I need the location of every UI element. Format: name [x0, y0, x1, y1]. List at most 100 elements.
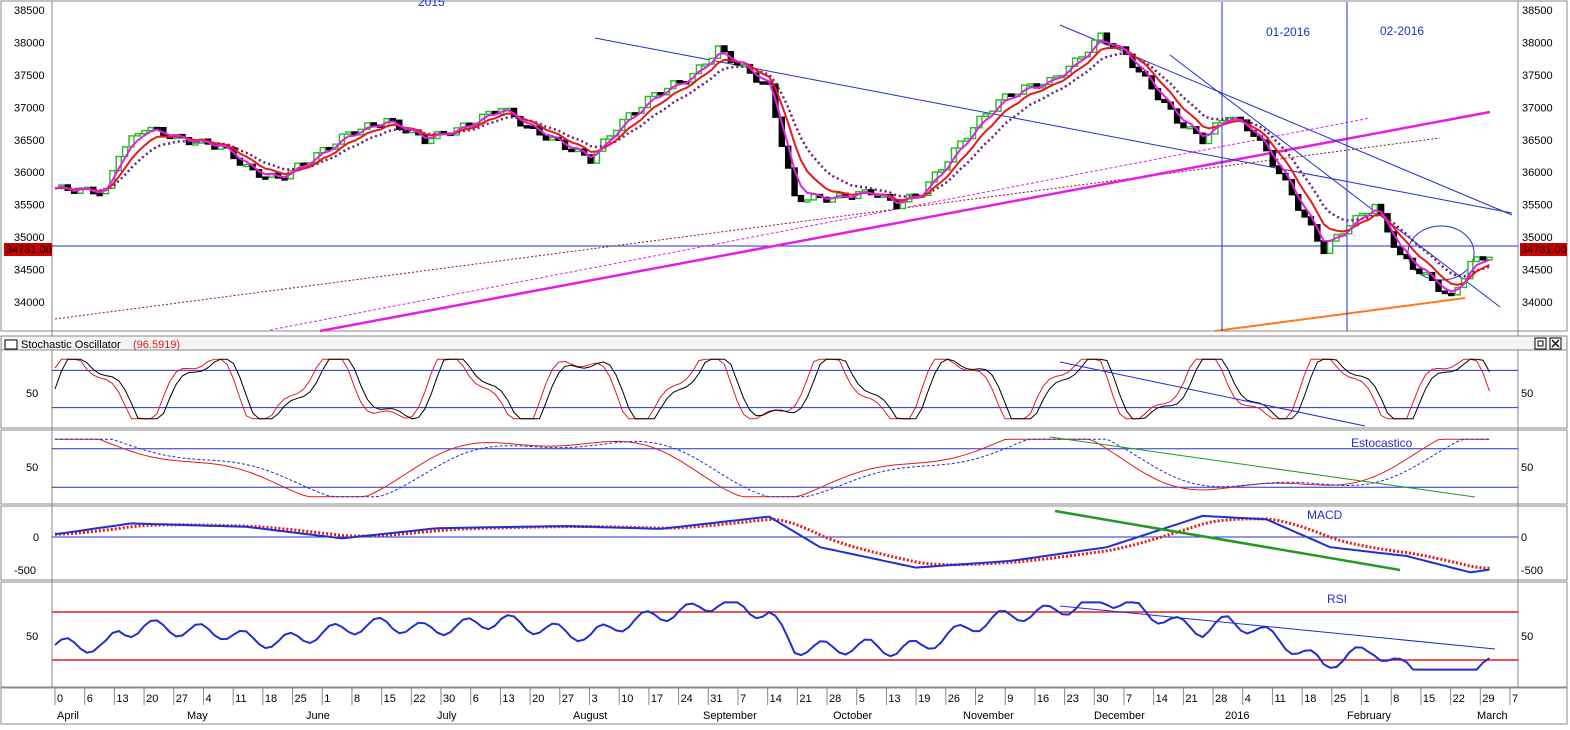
x-day-label: 22: [413, 693, 425, 705]
candle: [568, 148, 575, 153]
candle: [1078, 56, 1085, 60]
stoch1-value: (96.5919): [133, 339, 180, 351]
x-month-label: April: [57, 710, 79, 722]
price-box-left: [4, 243, 52, 256]
stoch2-panel: [0, 429, 1568, 505]
x-day-label: 11: [235, 693, 246, 705]
x-axis-panel: [0, 687, 1568, 725]
candle: [657, 92, 664, 96]
macd-line: [54, 514, 1490, 574]
estocastico-label: Estocastico: [1351, 436, 1413, 450]
candle: [957, 140, 964, 149]
candle: [1161, 98, 1168, 103]
stoch1-header: [0, 335, 1568, 351]
stoch1-layer: [52, 358, 1518, 427]
x-day-label: 21: [799, 693, 811, 705]
candle: [1416, 268, 1423, 275]
x-day-label: 20: [146, 693, 158, 705]
x-day-label: 6: [473, 693, 479, 705]
y-tick-right: 35500: [1522, 200, 1553, 212]
x-day-label: 26: [948, 693, 960, 705]
x-month-label: February: [1347, 710, 1392, 722]
candle: [1218, 119, 1225, 124]
x-day-label: 16: [1037, 693, 1049, 705]
x-day-label: 25: [295, 693, 307, 705]
candle: [651, 92, 658, 98]
rsi-line: [54, 601, 1491, 671]
candle: [721, 45, 728, 53]
candle: [1448, 292, 1455, 297]
x-day-label: 7: [740, 693, 746, 705]
y-tick-left: 38500: [14, 5, 45, 17]
x-day-label: 17: [651, 693, 663, 705]
x-day-label: 9: [1007, 693, 1013, 705]
fast-ema-line: [54, 39, 1490, 293]
y-tick-right: 37500: [1522, 70, 1553, 82]
macd-tick-500-right: -500: [1521, 565, 1543, 577]
candle: [134, 133, 142, 137]
stoch1-trendline: [1059, 361, 1366, 427]
x-day-label: 7: [1126, 693, 1132, 705]
macd-tick-0-left: 0: [33, 532, 39, 544]
x-day-label: 20: [532, 693, 544, 705]
x-day-label: 30: [443, 693, 455, 705]
candle: [938, 169, 945, 173]
candle: [1301, 209, 1308, 218]
rsi-trendline: [1059, 605, 1496, 650]
candle: [300, 162, 307, 166]
macd-tick-500-left: -500: [14, 565, 36, 577]
y-tick-left: 37500: [14, 70, 45, 82]
x-day-label: 30: [1096, 693, 1108, 705]
period-label-0216: 02-2016: [1380, 24, 1424, 38]
year-2015-label: 2015: [418, 0, 445, 9]
x-day-label: 11: [1274, 693, 1285, 705]
candle: [325, 146, 333, 151]
y-tick-right: 34000: [1522, 297, 1553, 309]
stoch2-tick-50-left: 50: [26, 462, 38, 474]
x-day-label: 21: [1185, 693, 1197, 705]
x-month-label: March: [1477, 710, 1508, 722]
blue-resistance-trendline-3: [1169, 54, 1501, 308]
brown-dotted-trendline: [54, 137, 1441, 320]
x-day-label: 22: [1453, 693, 1465, 705]
stoch2-tick-50-right: 50: [1521, 462, 1533, 474]
x-day-label: 29: [1482, 693, 1494, 705]
x-day-label: 4: [205, 693, 211, 705]
x-day-label: 13: [502, 693, 514, 705]
macd-tick-0-right: 0: [1521, 532, 1527, 544]
price-layer: [52, 2, 1518, 333]
price-panel: [0, 0, 1568, 332]
y-tick-left: 34000: [14, 297, 45, 309]
stoch1-d-line: [54, 358, 1490, 420]
candle: [1358, 212, 1366, 217]
candle: [262, 176, 269, 180]
x-day-label: 19: [918, 693, 930, 705]
candle: [141, 129, 148, 135]
candle: [523, 125, 530, 129]
close-icon: [1551, 339, 1560, 348]
y-tick-right: 37000: [1522, 102, 1553, 114]
x-day-label: 2: [978, 693, 984, 705]
stoch1-panel: [0, 335, 1568, 429]
candle: [1263, 139, 1270, 152]
period-label-0116: 01-2016: [1266, 25, 1310, 39]
maximize-button[interactable]: [1534, 337, 1547, 350]
orange-support-trendline: [1214, 297, 1466, 332]
candle: [810, 193, 817, 201]
x-day-label: 8: [354, 693, 360, 705]
rsi-label: RSI: [1327, 592, 1347, 606]
y-tick-left: 35500: [14, 200, 45, 212]
candle: [1397, 246, 1404, 256]
stoch1-collapse-box[interactable]: [4, 339, 18, 350]
y-tick-right: 38000: [1522, 37, 1553, 49]
candle: [1008, 93, 1015, 98]
x-day-label: 18: [1304, 693, 1316, 705]
candle: [549, 136, 556, 141]
x-day-label: 0: [57, 693, 63, 705]
magenta-support-trendline: [319, 110, 1491, 333]
x-day-label: 8: [1393, 693, 1399, 705]
y-tick-right: 36500: [1522, 135, 1553, 147]
macd-panel: [0, 505, 1568, 581]
y-tick-right: 36000: [1522, 167, 1553, 179]
